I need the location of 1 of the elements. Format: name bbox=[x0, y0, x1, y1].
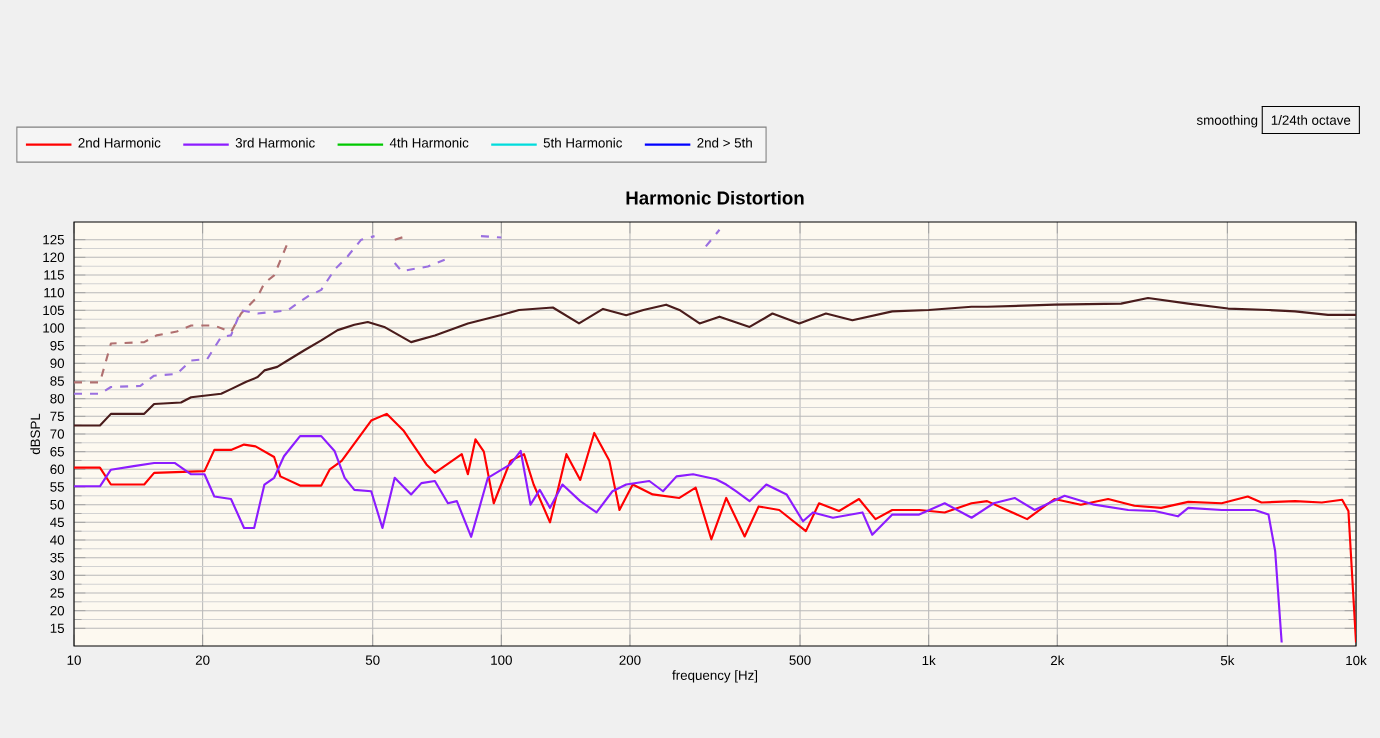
chart-title: Harmonic Distortion bbox=[626, 190, 804, 205]
